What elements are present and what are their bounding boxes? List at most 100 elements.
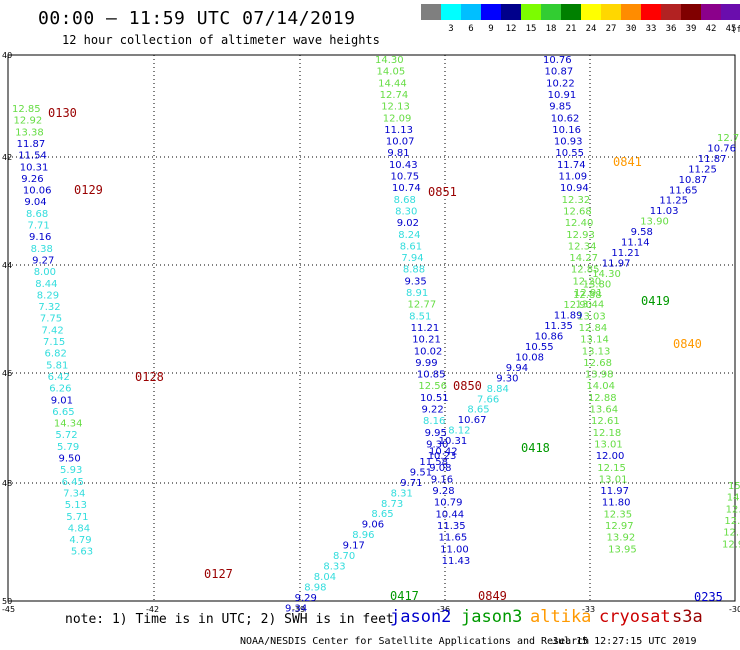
wave-height-value: 12.20	[572, 276, 601, 287]
wave-height-value: 9.30	[426, 439, 448, 450]
color-swatch	[421, 4, 441, 20]
color-scale-bin: 9	[481, 4, 501, 34]
pass-time-label: 0130	[48, 106, 77, 120]
wave-height-value: 9.85	[549, 102, 571, 113]
wave-height-value: 12.88	[588, 393, 617, 404]
color-swatch	[541, 4, 561, 20]
wave-height-value: 5.71	[66, 512, 88, 523]
wave-height-value: 12.80	[724, 516, 740, 527]
lat-tick-label: 42	[2, 153, 12, 162]
color-swatch	[581, 4, 601, 20]
pass-time-label: 0235	[694, 590, 723, 604]
wave-height-value: 10.31	[20, 162, 49, 173]
wave-height-value: 13.03	[577, 311, 606, 322]
wave-height-value: 8.68	[26, 209, 48, 220]
wave-height-value: 10.51	[420, 393, 449, 404]
wave-height-value: 9.06	[362, 520, 384, 531]
wave-height-value: 14.27	[569, 253, 598, 264]
wave-height-value: 11.09	[559, 172, 588, 183]
wave-height-value: 11.35	[437, 521, 466, 532]
wave-height-value: 9.50	[59, 454, 81, 465]
wave-height-value: 12.15	[597, 463, 626, 474]
color-scale-bin: 21	[561, 4, 581, 34]
wave-height-value: 10.02	[414, 346, 443, 357]
wave-height-value: 9.34	[285, 603, 307, 614]
color-scale-label: 39	[685, 24, 697, 34]
wave-height-value: 11.03	[650, 206, 679, 217]
color-scale-label: 45	[725, 24, 737, 34]
wave-height-value: 14.44	[378, 78, 407, 89]
color-swatch	[721, 4, 740, 20]
wave-height-value: 8.24	[398, 230, 420, 241]
wave-height-value: 6.45	[62, 477, 84, 488]
wave-height-value: 12.13	[381, 102, 410, 113]
wave-height-value: 8.16	[423, 416, 445, 427]
wave-height-value: 7.71	[28, 221, 50, 232]
lon-tick-label: -33	[582, 605, 595, 614]
wave-height-value: 8.44	[35, 279, 57, 290]
wave-height-value: 7.32	[38, 302, 60, 313]
wave-height-value: 12.68	[563, 206, 592, 217]
color-scale-bin: 39	[681, 4, 701, 34]
wave-height-value: 9.28	[432, 486, 454, 497]
wave-height-value: 12.84	[579, 323, 608, 334]
wave-height-value: 8.84	[487, 384, 509, 395]
wave-height-value: 12.77	[408, 300, 437, 311]
wave-height-value: 12.92	[14, 116, 43, 127]
wave-height-value: 6.26	[49, 384, 71, 395]
color-scale-bin: 30	[621, 4, 641, 34]
color-scale-bin: 45	[721, 4, 740, 34]
wave-height-value: 10.86	[535, 332, 564, 343]
color-scale-bin: 12	[501, 4, 521, 34]
wave-height-value: 12.56	[418, 381, 447, 392]
color-swatch	[461, 4, 481, 20]
wave-height-value: 8.00	[34, 267, 56, 278]
wave-height-value: 8.51	[409, 311, 431, 322]
color-scale-label: 9	[488, 24, 494, 34]
wave-height-value: 11.89	[554, 311, 583, 322]
wave-height-value: 8.91	[406, 288, 428, 299]
color-scale-label: 15	[525, 24, 537, 34]
wave-height-value: 10.31	[439, 436, 468, 447]
pass-time-label: 0418	[521, 441, 550, 455]
wave-height-value: 10.67	[458, 415, 487, 426]
wave-height-value: 10.22	[546, 78, 575, 89]
wave-height-value: 13.98	[585, 370, 614, 381]
lon-tick-label: -39	[292, 605, 305, 614]
pass-time-label: 0127	[204, 567, 233, 581]
wave-height-value: 10.91	[548, 90, 577, 101]
wave-height-value: 10.23	[428, 451, 457, 462]
color-swatch	[681, 4, 701, 20]
color-scale-bin: 6	[461, 4, 481, 34]
wave-height-value: 9.17	[343, 541, 365, 552]
wave-height-value: 11.21	[611, 248, 640, 259]
wave-height-value: 13.95	[608, 544, 637, 555]
pass-time-label: 0417	[390, 589, 419, 603]
lat-tick-label: 46	[2, 369, 12, 378]
wave-height-value: 8.61	[400, 241, 422, 252]
pass-time-label: 0841	[613, 155, 642, 169]
wave-height-value: 7.34	[63, 488, 85, 499]
color-swatch	[561, 4, 581, 20]
color-scale-bin: 36	[661, 4, 681, 34]
wave-height-value: 10.79	[434, 498, 463, 509]
color-swatch	[441, 4, 461, 20]
wave-height-value: 8.31	[391, 488, 413, 499]
wave-height-value: 12.93	[566, 230, 595, 241]
wave-height-value: 5.81	[46, 360, 68, 371]
wave-height-value: 9.16	[29, 232, 51, 243]
wave-height-value: 10.85	[417, 370, 446, 381]
lat-tick-label: 40	[2, 51, 12, 60]
lat-tick-label: 48	[2, 479, 12, 488]
wave-height-value: 12.40	[565, 218, 594, 229]
wave-height-value: 10.55	[525, 342, 554, 353]
wave-height-value: 9.81	[387, 148, 409, 159]
wave-height-value: 10.87	[545, 67, 574, 78]
color-scale-bin: 27	[601, 4, 621, 34]
color-swatch	[661, 4, 681, 20]
wave-height-value: 10.07	[386, 137, 415, 148]
wave-height-value: 13.80	[583, 279, 612, 290]
wave-height-value: 10.42	[429, 447, 458, 458]
wave-height-value: 11.58	[419, 457, 448, 468]
